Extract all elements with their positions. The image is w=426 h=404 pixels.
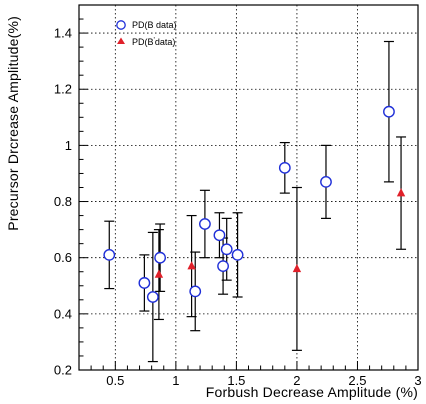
legend-circle-marker <box>116 20 126 30</box>
tick-labels: 0.5 1 1.5 2 2.5 3 0.2 0.4 0.6 0.8 1 1.2 1.4 <box>54 26 422 388</box>
y-tick-label: 0.6 <box>54 250 72 265</box>
data-point-circle <box>199 218 211 230</box>
data-point-circle <box>103 248 116 261</box>
legend-triangle-marker <box>117 37 125 44</box>
y-tick-label: 1 <box>65 138 72 153</box>
legend-triangle-label: PD(B'data) <box>132 37 175 47</box>
x-tick-label: 2 <box>293 373 300 388</box>
axis-ticks <box>79 18 419 371</box>
y-tick-label: 0.2 <box>54 363 72 378</box>
data-point-circle <box>146 291 159 303</box>
data-point-triangle <box>292 263 302 273</box>
data-point-circle <box>189 285 202 298</box>
data-point-circle <box>278 161 291 174</box>
legend-circle-label: PD(B data) <box>132 20 177 30</box>
legend-triangle-label-prefix: PD(B <box>132 37 154 47</box>
x-tick-label: 2.5 <box>348 373 366 388</box>
data-point-circle <box>213 229 226 242</box>
data-point-circle <box>154 251 167 264</box>
legend-triangle-label-prime: ' <box>154 37 155 44</box>
legend: PD(B data) PD(B'data) <box>116 20 177 47</box>
y-axis-title: Precursor Drcrease Amplitude(%) <box>5 16 21 231</box>
data-point-circle <box>217 260 229 273</box>
y-tick-label: 1.4 <box>54 26 72 41</box>
data-point-circle <box>138 277 151 289</box>
data-point-triangle <box>396 188 406 197</box>
x-tick-label: 1 <box>172 373 179 388</box>
data-point-triangle <box>187 261 196 270</box>
data-point-circle <box>383 105 395 118</box>
y-tick-label: 1.2 <box>54 82 72 97</box>
data-point-circle <box>320 175 332 188</box>
data-point-circle <box>220 243 233 256</box>
y-tick-label: 0.8 <box>54 194 72 209</box>
data-point-circle <box>231 248 244 261</box>
x-axis-title: Forbush Decrease Amplitude (%) <box>206 384 418 400</box>
data-point-triangle <box>154 269 164 278</box>
legend-triangle-label-suffix: data) <box>155 37 176 47</box>
markers <box>103 105 406 303</box>
x-tick-label: 3 <box>414 373 421 388</box>
x-tick-label: 1.5 <box>227 373 245 388</box>
y-tick-label: 0.4 <box>54 306 72 321</box>
plot-area <box>79 5 418 370</box>
x-tick-label: 0.5 <box>106 373 124 388</box>
